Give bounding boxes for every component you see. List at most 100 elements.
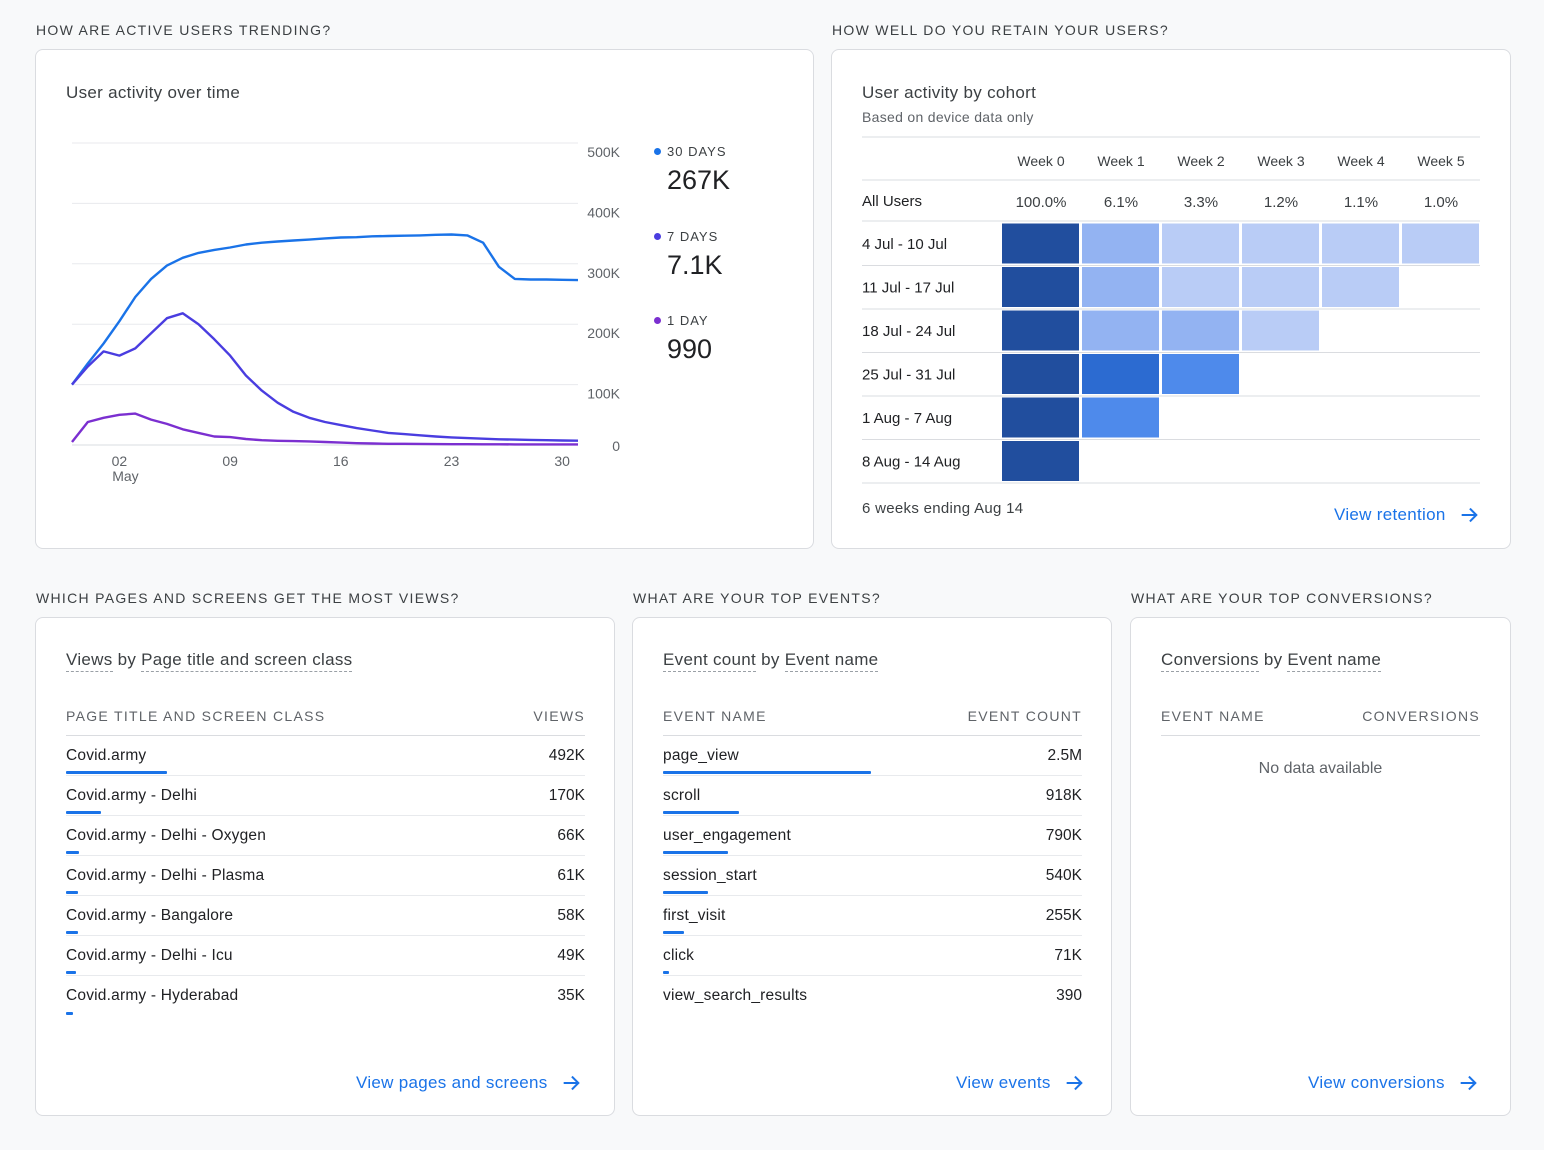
table-row[interactable]: click 71K: [663, 936, 1082, 976]
week-header: Week 3: [1257, 153, 1304, 169]
cohort-cell[interactable]: [1082, 397, 1159, 438]
row-value: 540K: [1045, 866, 1082, 884]
cohort-cell[interactable]: [1162, 310, 1239, 351]
table-body: page_view 2.5M scroll 918K user_engagement 79…: [663, 736, 1082, 1016]
row-value: 66K: [557, 826, 585, 844]
row-bar: [66, 971, 77, 974]
row-bar: [663, 971, 669, 974]
cohort-cell[interactable]: [1242, 223, 1319, 264]
x-tick-label: 02: [112, 453, 128, 469]
title-by: by: [756, 650, 785, 669]
conversions-table: EVENT NAME CONVERSIONS: [1161, 696, 1480, 736]
card-title: User activity over time: [66, 83, 241, 102]
cohort-row-label: 4 Jul - 10 Jul: [862, 236, 947, 253]
cohort-cell[interactable]: [1082, 310, 1159, 351]
arrow-right-icon: [1460, 1075, 1477, 1091]
card-subtitle: Based on device data only: [862, 109, 1034, 125]
view-conversions-link[interactable]: View conversions: [1308, 1072, 1479, 1094]
metric-selector[interactable]: Event count: [663, 650, 757, 672]
row-bar: [663, 931, 685, 934]
all-users-label: All Users: [862, 193, 922, 210]
table-row[interactable]: session_start 540K: [663, 856, 1082, 896]
view-pages-link[interactable]: View pages and screens: [356, 1072, 582, 1094]
legend-dot-icon: [654, 233, 661, 240]
x-tick-label: 16: [333, 453, 349, 469]
cohort-cell[interactable]: [1402, 223, 1479, 264]
table-row[interactable]: user_engagement 790K: [663, 816, 1082, 856]
row-bar: [66, 891, 79, 894]
column-header-value: EVENT COUNT: [967, 707, 1082, 724]
cohort-cell[interactable]: [1242, 310, 1319, 351]
all-users-value: 100.0%: [1016, 194, 1067, 211]
cohort-cell[interactable]: [1162, 223, 1239, 264]
row-value: 918K: [1045, 786, 1082, 804]
table-row[interactable]: Covid.army - Delhi - Oxygen 66K: [66, 816, 585, 856]
table-header: EVENT NAME EVENT COUNT: [663, 696, 1082, 736]
table-row[interactable]: first_visit 255K: [663, 896, 1082, 936]
cohort-cell[interactable]: [1322, 267, 1399, 307]
legend-item: 30 DAYS 267K: [654, 144, 730, 196]
cohort-cell[interactable]: [1002, 223, 1079, 264]
section-heading-pages: WHICH PAGES AND SCREENS GET THE MOST VIE…: [36, 590, 460, 606]
y-tick-label: 400K: [587, 204, 620, 220]
metric-selector[interactable]: Conversions: [1161, 650, 1259, 672]
card-title: Views by Page title and screen class: [66, 650, 353, 672]
cohort-cell[interactable]: [1002, 441, 1079, 481]
cohort-cell[interactable]: [1242, 267, 1319, 307]
legend-label-text: 7 DAYS: [667, 229, 719, 244]
row-bar: [663, 771, 871, 774]
all-users-value: 6.1%: [1104, 194, 1138, 211]
cohort-cell[interactable]: [1082, 354, 1159, 394]
y-tick-label: 500K: [587, 144, 620, 160]
row-name: Covid.army - Bangalore: [66, 906, 234, 924]
all-users-value: 1.0%: [1424, 194, 1458, 211]
cohort-cell[interactable]: [1002, 354, 1079, 394]
cohort-cell[interactable]: [1322, 223, 1399, 264]
link-label: View retention: [1334, 505, 1446, 524]
row-name: Covid.army: [66, 746, 147, 764]
table-row[interactable]: Covid.army 492K: [66, 736, 585, 776]
pages-card: Views by Page title and screen class PAG…: [35, 617, 615, 1116]
view-events-link[interactable]: View events: [956, 1072, 1085, 1094]
row-name: click: [663, 946, 695, 964]
cohort-cell[interactable]: [1002, 397, 1079, 438]
cohort-cell[interactable]: [1082, 267, 1159, 307]
dimension-selector[interactable]: Page title and screen class: [141, 650, 353, 672]
week-header: Week 4: [1337, 153, 1384, 169]
table-row[interactable]: page_view 2.5M: [663, 736, 1082, 776]
row-name: first_visit: [663, 906, 726, 924]
cohort-cell[interactable]: [1082, 223, 1159, 264]
table-row[interactable]: Covid.army - Delhi 170K: [66, 776, 585, 816]
table-row[interactable]: Covid.army - Bangalore 58K: [66, 896, 585, 936]
cohort-cell[interactable]: [1002, 310, 1079, 351]
table-row[interactable]: Covid.army - Delhi - Icu 49K: [66, 936, 585, 976]
row-bar: [663, 851, 729, 854]
card-title: Conversions by Event name: [1161, 650, 1382, 672]
table-row[interactable]: Covid.army - Delhi - Plasma 61K: [66, 856, 585, 896]
all-users-value: 3.3%: [1184, 194, 1218, 211]
dimension-selector[interactable]: Event name: [784, 650, 879, 672]
series-line-7-days: [71, 312, 579, 442]
legend-label: 30 DAYS: [654, 144, 730, 159]
empty-state-text: No data available: [1258, 760, 1383, 777]
cohort-cell[interactable]: [1162, 267, 1239, 307]
y-tick-label: 200K: [587, 325, 620, 341]
metric-selector[interactable]: Views: [66, 650, 113, 672]
table-row[interactable]: scroll 918K: [663, 776, 1082, 816]
cohort-cell[interactable]: [1162, 354, 1239, 394]
table-row[interactable]: Covid.army - Hyderabad 35K: [66, 976, 585, 1016]
title-by: by: [1258, 650, 1288, 669]
table-header: PAGE TITLE AND SCREEN CLASS VIEWS: [66, 696, 585, 736]
table-row[interactable]: view_search_results 390: [663, 976, 1082, 1016]
cohort-row-label: 8 Aug - 14 Aug: [862, 454, 960, 471]
events-card: Event count by Event name EVENT NAME EVE…: [632, 617, 1112, 1116]
cohort-cell[interactable]: [1002, 267, 1079, 307]
cohort-row-label: 1 Aug - 7 Aug: [862, 410, 952, 427]
legend-value: 267K: [667, 165, 731, 195]
dimension-selector[interactable]: Event name: [1287, 650, 1382, 672]
x-tick-label: 23: [444, 453, 460, 469]
view-retention-link[interactable]: View retention: [1334, 504, 1480, 526]
row-value: 170K: [548, 786, 585, 804]
series-line-30-days: [71, 233, 579, 386]
